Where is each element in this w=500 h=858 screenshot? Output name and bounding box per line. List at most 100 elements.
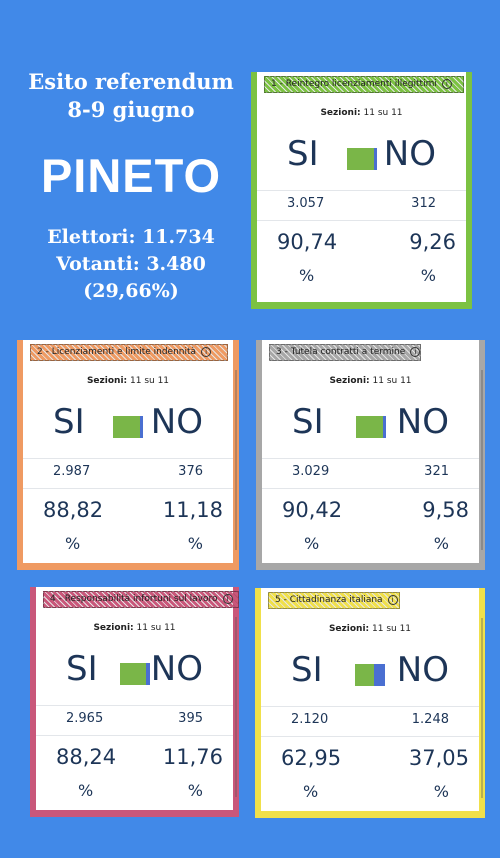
sections-count: Sezioni: 11 su 11 xyxy=(262,376,479,386)
result-swatch xyxy=(113,416,143,438)
yes-label: SI xyxy=(66,649,98,689)
divider xyxy=(261,736,479,737)
sections-label: Sezioni: xyxy=(328,624,370,634)
sections-value: 11 su 11 xyxy=(133,623,176,633)
sections-value: 11 su 11 xyxy=(127,376,170,386)
no-percent-symbol: % xyxy=(433,534,449,553)
no-percent-symbol: % xyxy=(187,534,203,553)
scrollbar[interactable] xyxy=(235,370,237,550)
result-card-2: 2 - Licenziamenti e limite indennità i Sez… xyxy=(17,340,239,570)
no-percent: 37,05 xyxy=(408,746,469,770)
scrollbar[interactable] xyxy=(481,618,483,798)
result-swatch xyxy=(346,148,377,170)
no-votes: 312 xyxy=(411,196,436,211)
headline: Esito referendum 8-9 giugno xyxy=(0,68,262,124)
sections-count: Sezioni: 11 su 11 xyxy=(36,623,233,633)
info-icon[interactable]: i xyxy=(387,594,398,605)
yes-percent: 90,74 xyxy=(277,230,338,254)
sections-label: Sezioni: xyxy=(329,376,370,386)
sections-label: Sezioni: xyxy=(93,623,134,633)
yes-label: SI xyxy=(287,134,319,174)
no-percent-symbol: % xyxy=(420,266,436,285)
divider xyxy=(36,705,233,706)
yes-label: SI xyxy=(53,402,85,442)
info-icon[interactable]: i xyxy=(222,593,233,604)
sections-label: Sezioni: xyxy=(86,376,128,386)
scrollbar[interactable] xyxy=(235,617,237,797)
headline-line-1: Esito referendum xyxy=(28,69,234,94)
question-tab[interactable]: 1 - Reintegro licenziamenti illegittimi i xyxy=(264,76,464,93)
no-percent: 11,18 xyxy=(162,498,223,522)
no-percent-symbol: % xyxy=(433,782,449,801)
town-name: PINETO xyxy=(40,149,222,202)
result-card-1: 1 - Reintegro licenziamenti illegittimi i… xyxy=(251,72,472,309)
no-percent: 9,58 xyxy=(422,498,469,522)
no-percent-symbol: % xyxy=(187,781,203,800)
result-swatch xyxy=(355,416,386,438)
divider xyxy=(23,458,233,459)
yes-percent-symbol: % xyxy=(65,534,81,553)
voters-count: Elettori: 11.734 xyxy=(47,226,215,248)
no-label: NO xyxy=(383,134,436,174)
question-tab[interactable]: 3 - Tutela contratti a termine i xyxy=(269,344,421,361)
divider xyxy=(23,488,233,489)
no-label: NO xyxy=(150,649,203,689)
yes-percent: 90,42 xyxy=(282,498,343,522)
question-title: 4 - Responsabilità infortuni sul lavoro xyxy=(50,594,218,604)
no-percent: 9,26 xyxy=(409,230,456,254)
question-title: 3 - Tutela contratti a termine xyxy=(276,347,406,357)
no-votes: 321 xyxy=(424,464,449,479)
yes-votes: 3.057 xyxy=(287,196,325,211)
question-title: 1 - Reintegro licenziamenti illegittimi xyxy=(271,79,437,89)
sections-count: Sezioni: 11 su 11 xyxy=(23,376,233,386)
yes-percent: 62,95 xyxy=(281,746,342,770)
no-label: NO xyxy=(150,402,203,442)
question-tab[interactable]: 4 - Responsabilità infortuni sul lavoro i xyxy=(43,591,239,608)
question-tab[interactable]: 2 - Licenziamenti e limite indennità i xyxy=(30,344,228,361)
divider xyxy=(261,706,479,707)
divider xyxy=(262,458,479,459)
sections-value: 11 su 11 xyxy=(369,624,412,634)
turnout-percent: (29,66%) xyxy=(83,280,179,302)
question-title: 2 - Licenziamenti e limite indennità xyxy=(37,347,197,357)
sections-count: Sezioni: 11 su 11 xyxy=(257,108,466,118)
yes-votes: 2.965 xyxy=(66,711,104,726)
yes-votes: 2.987 xyxy=(53,464,91,479)
question-title: 5 - Cittadinanza italiana xyxy=(275,595,383,605)
no-percent: 11,76 xyxy=(162,745,223,769)
yes-percent: 88,24 xyxy=(56,745,117,769)
divider xyxy=(262,488,479,489)
no-votes: 376 xyxy=(178,464,203,479)
sections-value: 11 su 11 xyxy=(369,376,412,386)
turnout-stats: Elettori: 11.734 Votanti: 3.480 (29,66%) xyxy=(0,224,262,305)
no-votes: 395 xyxy=(178,711,203,726)
yes-label: SI xyxy=(292,402,324,442)
info-icon[interactable]: i xyxy=(201,346,212,357)
result-card-3: 3 - Tutela contratti a termine i Sezioni: … xyxy=(256,340,485,570)
sections-label: Sezioni: xyxy=(320,108,361,118)
yes-percent-symbol: % xyxy=(299,266,315,285)
yes-votes: 2.120 xyxy=(291,712,329,727)
yes-percent-symbol: % xyxy=(303,782,319,801)
scrollbar[interactable] xyxy=(481,370,483,550)
question-tab[interactable]: 5 - Cittadinanza italiana i xyxy=(268,592,400,609)
sections-value: 11 su 11 xyxy=(360,108,403,118)
no-label: NO xyxy=(396,402,449,442)
turnout-count: Votanti: 3.480 xyxy=(56,253,206,275)
yes-label: SI xyxy=(291,650,323,690)
divider xyxy=(257,190,466,191)
result-card-4: 4 - Responsabilità infortuni sul lavoro i… xyxy=(30,587,239,817)
yes-percent-symbol: % xyxy=(78,781,94,800)
no-votes: 1.248 xyxy=(411,712,449,727)
result-swatch xyxy=(119,663,150,685)
yes-votes: 3.029 xyxy=(292,464,330,479)
no-label: NO xyxy=(396,650,449,690)
headline-line-2: 8-9 giugno xyxy=(67,97,195,122)
yes-percent-symbol: % xyxy=(304,534,320,553)
info-icon[interactable]: i xyxy=(410,346,421,357)
divider xyxy=(36,735,233,736)
result-card-5: 5 - Cittadinanza italiana i Sezioni: 11 su… xyxy=(255,588,485,818)
yes-percent: 88,82 xyxy=(43,498,104,522)
sections-count: Sezioni: 11 su 11 xyxy=(261,624,479,634)
info-icon[interactable]: i xyxy=(441,78,452,89)
